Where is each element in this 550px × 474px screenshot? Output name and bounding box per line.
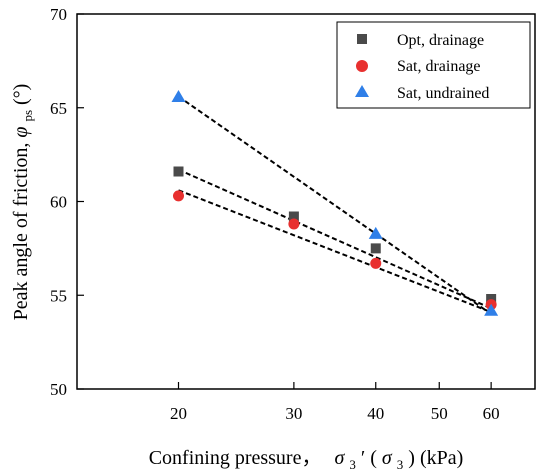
x-axis-ticks: 20 30 40 50 60 bbox=[170, 382, 500, 423]
y-axis-label: Peak angle of friction, φ ps (°) bbox=[10, 84, 37, 321]
trend-line-series-2 bbox=[177, 95, 492, 315]
y-axis-ticks: 50 55 60 65 70 bbox=[50, 5, 84, 399]
legend-marker-sat-undrained bbox=[355, 85, 369, 97]
x-tick-label: 20 bbox=[170, 404, 187, 423]
trend-line-series-0 bbox=[178, 168, 492, 310]
y-tick-label: 60 bbox=[50, 193, 67, 212]
y-axis-label-var: φ bbox=[10, 127, 32, 138]
data-markers bbox=[171, 90, 499, 316]
data-point-series-2 bbox=[484, 303, 499, 316]
x-axis-label-sub: 3 bbox=[349, 457, 356, 472]
x-tick-label: 40 bbox=[367, 404, 384, 423]
y-axis-label-unit: (°) bbox=[10, 84, 32, 105]
x-tick-label: 50 bbox=[431, 404, 448, 423]
x-axis-label-open-paren: ( bbox=[370, 447, 377, 469]
legend-box bbox=[336, 21, 531, 109]
x-axis-label-paren-sub: 3 bbox=[397, 457, 404, 472]
legend-label-opt-drainage: Opt, drainage bbox=[397, 32, 484, 49]
legend-marker-sat-drainage bbox=[356, 60, 368, 72]
data-point-series-1 bbox=[172, 190, 184, 202]
data-point-series-0 bbox=[288, 211, 299, 222]
x-axis-label-unit: (kPa) bbox=[420, 447, 463, 469]
y-axis-label-prefix: Peak angle of friction, bbox=[10, 143, 32, 321]
data-point-series-0 bbox=[370, 243, 381, 254]
y-tick-label: 65 bbox=[50, 99, 67, 118]
trend-lines bbox=[177, 95, 492, 315]
y-tick-label: 55 bbox=[50, 286, 67, 305]
x-tick-label: 60 bbox=[483, 404, 500, 423]
data-point-series-0 bbox=[173, 166, 184, 177]
x-axis-label-prime: ′ bbox=[361, 447, 365, 469]
legend: Opt, drainage Sat, drainage Sat, undrain… bbox=[336, 21, 531, 109]
data-point-series-2 bbox=[368, 226, 383, 239]
data-point-series-2 bbox=[171, 90, 186, 102]
x-axis-label-close-paren: ) bbox=[408, 447, 415, 469]
data-point-series-1 bbox=[288, 218, 300, 230]
y-tick-label: 70 bbox=[50, 5, 67, 24]
legend-marker-opt-drainage bbox=[357, 34, 367, 44]
data-point-series-0 bbox=[486, 294, 497, 304]
x-axis-label-var: σ bbox=[334, 447, 345, 469]
trend-line-series-1 bbox=[178, 189, 492, 314]
data-point-series-1 bbox=[370, 257, 382, 269]
x-axis-label: Confining pressure， σ 3 ′ ( σ 3 ) (kPa) bbox=[149, 447, 464, 474]
x-axis-label-paren-var: σ bbox=[382, 447, 393, 469]
x-tick-label: 30 bbox=[285, 404, 302, 423]
y-axis-label-sub: ps bbox=[20, 110, 35, 122]
x-axis-label-prefix: Confining pressure， bbox=[149, 447, 322, 469]
legend-label-sat-drainage: Sat, drainage bbox=[397, 58, 481, 75]
y-tick-label: 50 bbox=[50, 380, 67, 399]
legend-label-sat-undrained: Sat, undrained bbox=[397, 85, 489, 102]
